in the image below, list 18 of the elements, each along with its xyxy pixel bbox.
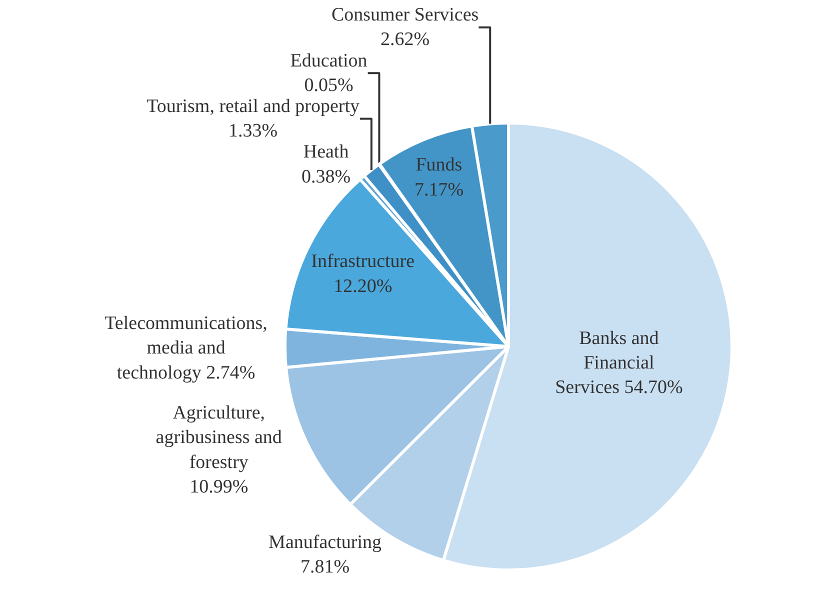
slice-label: Tourism, retail and property	[146, 96, 360, 117]
data-label: 10.99%	[190, 476, 248, 498]
data-label: 0.38%	[301, 166, 351, 188]
slice-label: Heath	[303, 142, 350, 163]
slice-label: Banks and Financial Services 54.70%	[555, 328, 683, 398]
slice-label: Funds	[416, 154, 462, 176]
slice-label: Telecommunications, media and technology 2.74%	[104, 313, 268, 384]
data-label: 1.33%	[228, 120, 278, 142]
data-label: 7.81%	[300, 556, 350, 578]
data-label: 0.05%	[304, 74, 354, 96]
data-label: 12.20%	[334, 276, 392, 297]
slice-label: Education	[290, 50, 368, 72]
slice-label: Manufacturing	[268, 532, 382, 554]
slice-label: Consumer Services	[331, 4, 479, 26]
data-label: 2.62%	[380, 29, 430, 50]
slice-label: Infrastructure	[311, 251, 415, 272]
data-label: 7.17%	[414, 179, 464, 200]
slice-label: Agriculture, agribusiness and forestry	[156, 402, 282, 473]
